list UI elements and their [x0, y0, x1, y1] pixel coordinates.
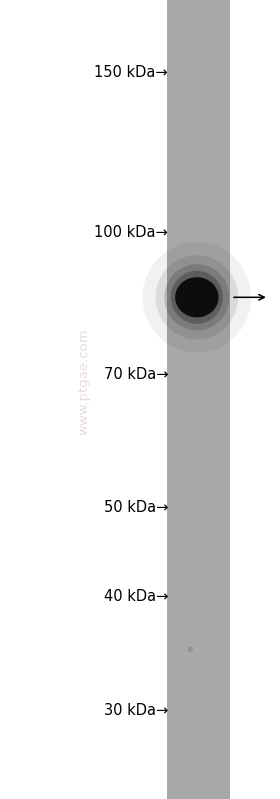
- Bar: [167, 0, 230, 799]
- Ellipse shape: [164, 264, 229, 331]
- Text: 70 kDa→: 70 kDa→: [104, 367, 168, 382]
- Ellipse shape: [156, 256, 238, 340]
- Ellipse shape: [171, 271, 223, 324]
- Ellipse shape: [143, 242, 251, 352]
- Text: 40 kDa→: 40 kDa→: [104, 589, 168, 604]
- Ellipse shape: [175, 277, 218, 317]
- Text: 100 kDa→: 100 kDa→: [94, 225, 168, 240]
- Text: 30 kDa→: 30 kDa→: [104, 703, 168, 718]
- Text: www.ptgae.com: www.ptgae.com: [78, 328, 90, 435]
- Text: 50 kDa→: 50 kDa→: [104, 500, 168, 515]
- Text: 150 kDa→: 150 kDa→: [94, 65, 168, 80]
- Ellipse shape: [188, 646, 193, 652]
